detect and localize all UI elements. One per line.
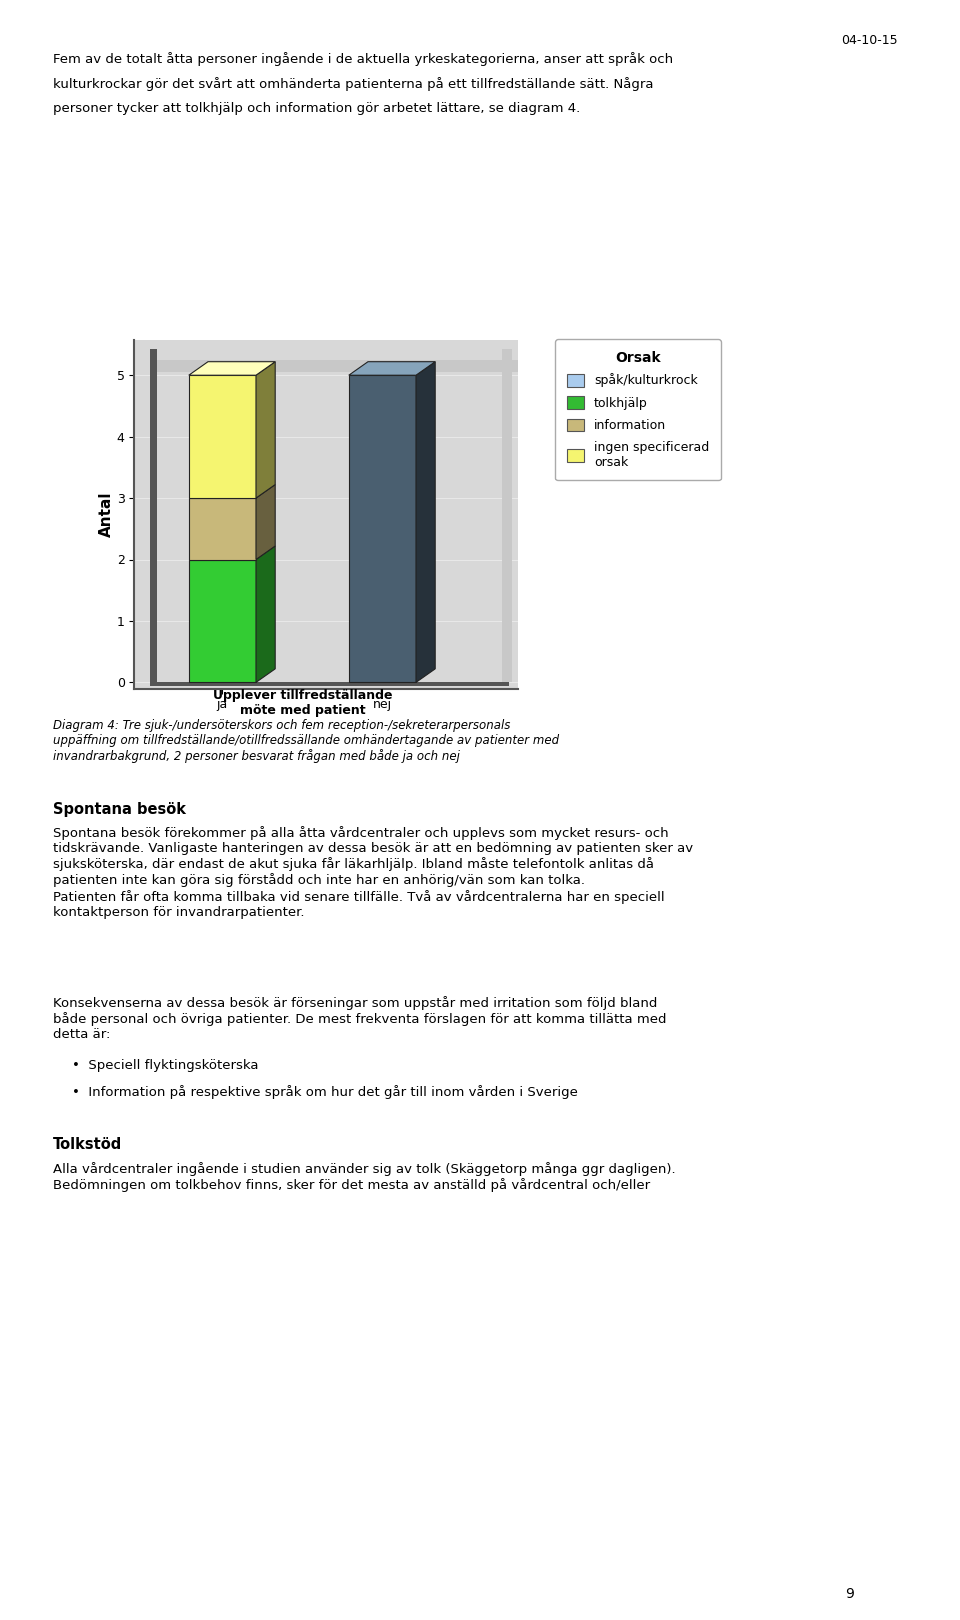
Text: Diagram 4: Tre sjuk-/undersöterskors och fem reception-/sekreterarpersonals
uppä: Diagram 4: Tre sjuk-/undersöterskors och… — [53, 719, 559, 763]
Legend: spåk/kulturkrock, tolkhjälp, information, ingen specificerad
orsak: spåk/kulturkrock, tolkhjälp, information… — [556, 340, 721, 480]
Text: 9: 9 — [845, 1586, 854, 1601]
Text: Spontana besök: Spontana besök — [53, 802, 186, 816]
Text: Alla vårdcentraler ingående i studien använder sig av tolk (Skäggetorp många ggr: Alla vårdcentraler ingående i studien an… — [53, 1162, 676, 1192]
Polygon shape — [256, 361, 276, 497]
Text: Tolkstöd: Tolkstöd — [53, 1137, 122, 1152]
Text: Konsekvenserna av dessa besök är förseningar som uppstår med irritation som följ: Konsekvenserna av dessa besök är förseni… — [53, 996, 666, 1042]
Text: Spontana besök förekommer på alla åtta vårdcentraler och upplevs som mycket resu: Spontana besök förekommer på alla åtta v… — [53, 826, 693, 919]
Bar — [189, 559, 256, 682]
Text: •  Speciell flyktingsköterska: • Speciell flyktingsköterska — [72, 1059, 258, 1072]
Bar — [151, 682, 509, 685]
Polygon shape — [416, 361, 435, 682]
Bar — [151, 350, 156, 682]
Text: •  Information på respektive språk om hur det går till inom vården i Sverige: • Information på respektive språk om hur… — [72, 1085, 578, 1100]
Polygon shape — [256, 484, 276, 559]
Bar — [189, 376, 256, 497]
Text: 04-10-15: 04-10-15 — [841, 34, 898, 47]
Bar — [502, 350, 512, 682]
Text: Fem av de totalt åtta personer ingående i de aktuella yrkeskategorierna, anser a: Fem av de totalt åtta personer ingående … — [53, 52, 673, 66]
Polygon shape — [348, 361, 435, 376]
Y-axis label: Antal: Antal — [99, 491, 114, 538]
Text: Upplever tillfredställande
möte med patient: Upplever tillfredställande möte med pati… — [213, 688, 392, 716]
Polygon shape — [189, 361, 276, 376]
Polygon shape — [256, 546, 276, 682]
Text: personer tycker att tolkhjälp och information gör arbetet lättare, se diagram 4.: personer tycker att tolkhjälp och inform… — [53, 102, 580, 115]
Bar — [156, 360, 530, 373]
Bar — [189, 497, 256, 559]
Text: kulturkrockar gör det svårt att omhänderta patienterna på ett tillfredställande : kulturkrockar gör det svårt att omhänder… — [53, 78, 654, 91]
Bar — [348, 376, 416, 682]
